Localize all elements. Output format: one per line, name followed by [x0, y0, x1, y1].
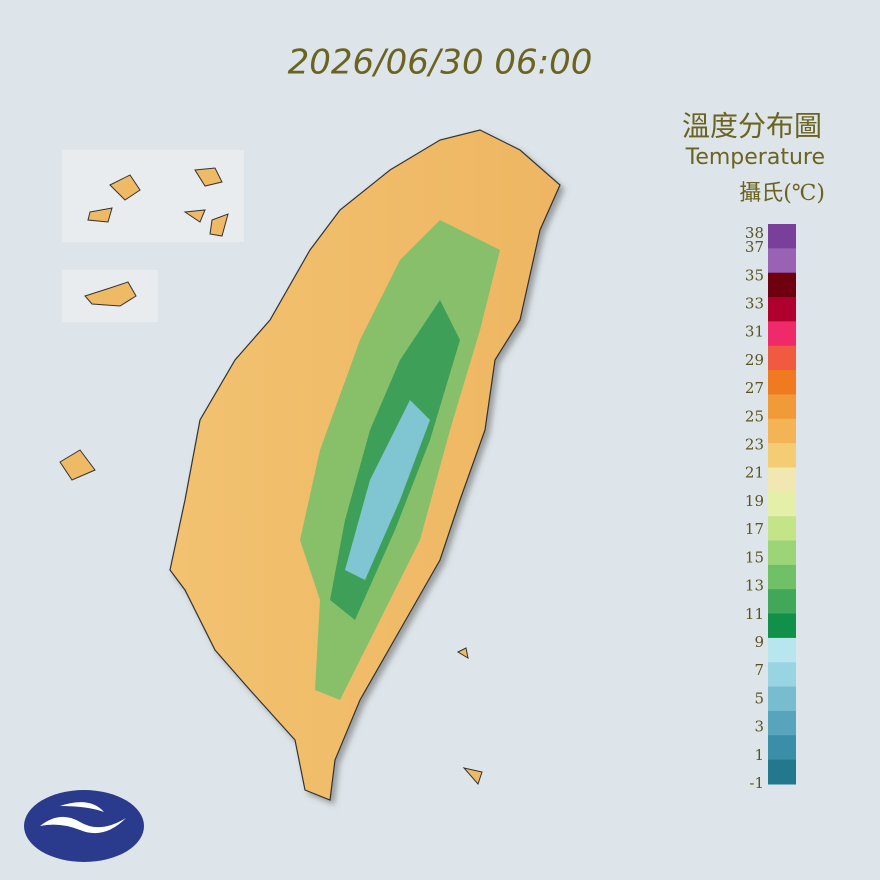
legend-swatch [768, 613, 796, 639]
legend-label: 3 [754, 718, 764, 736]
legend-swatch [768, 297, 796, 322]
legend-swatch [768, 467, 796, 493]
legend-label: 21 [745, 464, 764, 482]
legend-swatch [768, 418, 796, 444]
legend-label: 17 [745, 520, 764, 538]
legend-swatch [768, 345, 796, 371]
legend-swatch [768, 710, 796, 736]
peaks [345, 400, 430, 580]
title: 溫度分布圖 [682, 110, 822, 143]
legend-swatch [768, 540, 796, 566]
legend-label: 25 [745, 407, 764, 425]
legend-swatch [768, 516, 796, 542]
legend-swatch [768, 443, 796, 468]
legend-label: 38 [745, 224, 764, 242]
legend-swatch [768, 321, 796, 347]
legend-label: 23 [745, 436, 764, 454]
legend-swatch [768, 735, 796, 761]
legend-label: 35 [745, 266, 764, 284]
legend-label: -1 [749, 774, 764, 792]
legend-swatch [768, 686, 796, 712]
legend-label: 37 [745, 238, 764, 256]
legend-swatch [768, 272, 796, 298]
legend-swatch [768, 589, 796, 615]
legend-label: 19 [745, 492, 764, 510]
legend-swatch [768, 637, 796, 663]
legend-label: 31 [745, 323, 764, 341]
legend-swatch [768, 564, 796, 590]
legend-swatch [768, 394, 796, 420]
legend-label: 13 [745, 577, 764, 595]
legend-swatch [768, 248, 796, 274]
legend-label: 29 [745, 351, 764, 369]
legend-swatch [768, 224, 796, 249]
legend-label: 15 [745, 548, 764, 566]
unit: 攝氏(℃) [739, 181, 825, 206]
legend-swatch [768, 491, 796, 517]
legend-label: 27 [745, 379, 764, 397]
legend-label: 11 [745, 605, 764, 623]
timestamp: 2026/06/30 06:00 [288, 43, 593, 83]
legend-swatch [768, 662, 796, 688]
legend-label: 9 [754, 633, 764, 651]
legend-label: 7 [754, 661, 764, 679]
legend-label: 33 [745, 295, 764, 313]
legend-swatch [768, 370, 796, 395]
legend-label: 1 [754, 746, 764, 764]
logo-swirl [40, 802, 126, 834]
islands [59, 167, 483, 785]
legend-swatch [768, 759, 796, 785]
subtitle: Temperature [685, 145, 825, 170]
legend-label: 5 [754, 689, 764, 707]
